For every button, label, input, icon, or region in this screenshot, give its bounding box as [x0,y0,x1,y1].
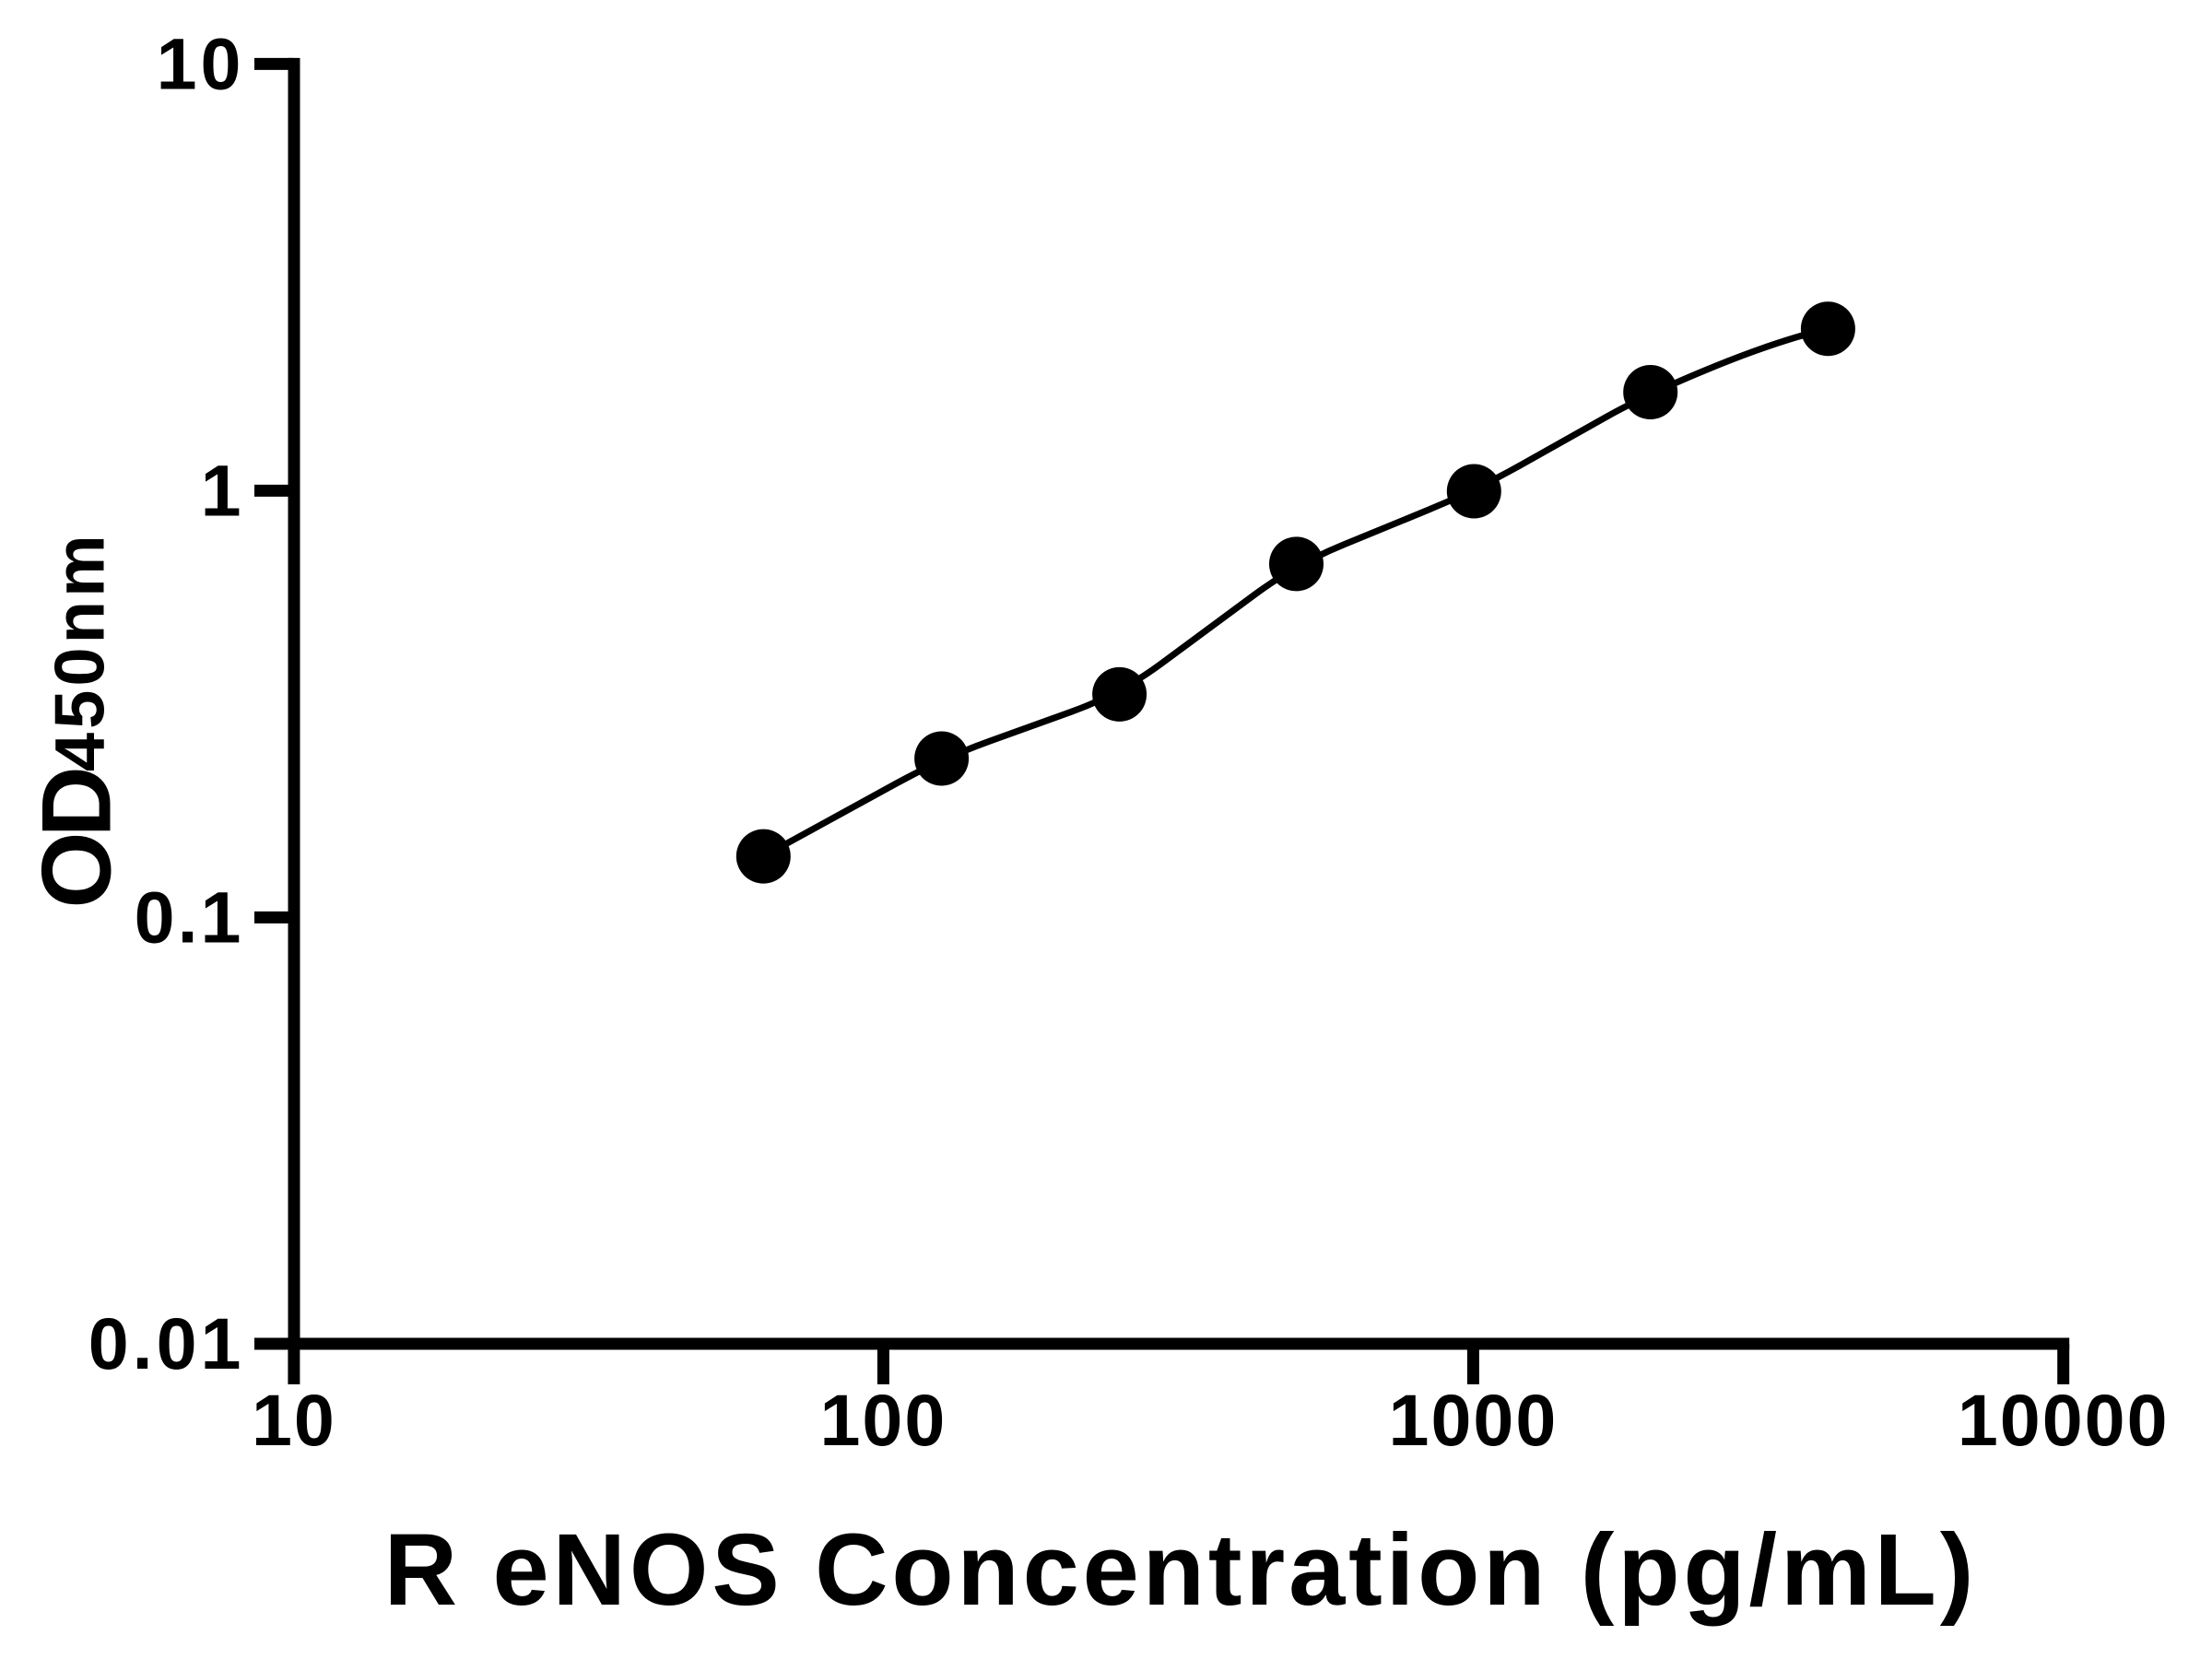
svg-text:10: 10 [252,1379,336,1461]
svg-text:0.01: 0.01 [88,1302,245,1384]
svg-text:0.1: 0.1 [135,877,244,959]
svg-text:100: 100 [819,1379,947,1461]
svg-text:1: 1 [201,450,241,532]
svg-text:R eNOS Concentration (pg/mL): R eNOS Concentration (pg/mL) [384,1513,1978,1627]
svg-text:10: 10 [157,23,245,105]
svg-text:OD450nm: OD450nm [21,531,132,908]
svg-text:10000: 10000 [1958,1379,2170,1461]
svg-text:1000: 1000 [1389,1379,1559,1461]
